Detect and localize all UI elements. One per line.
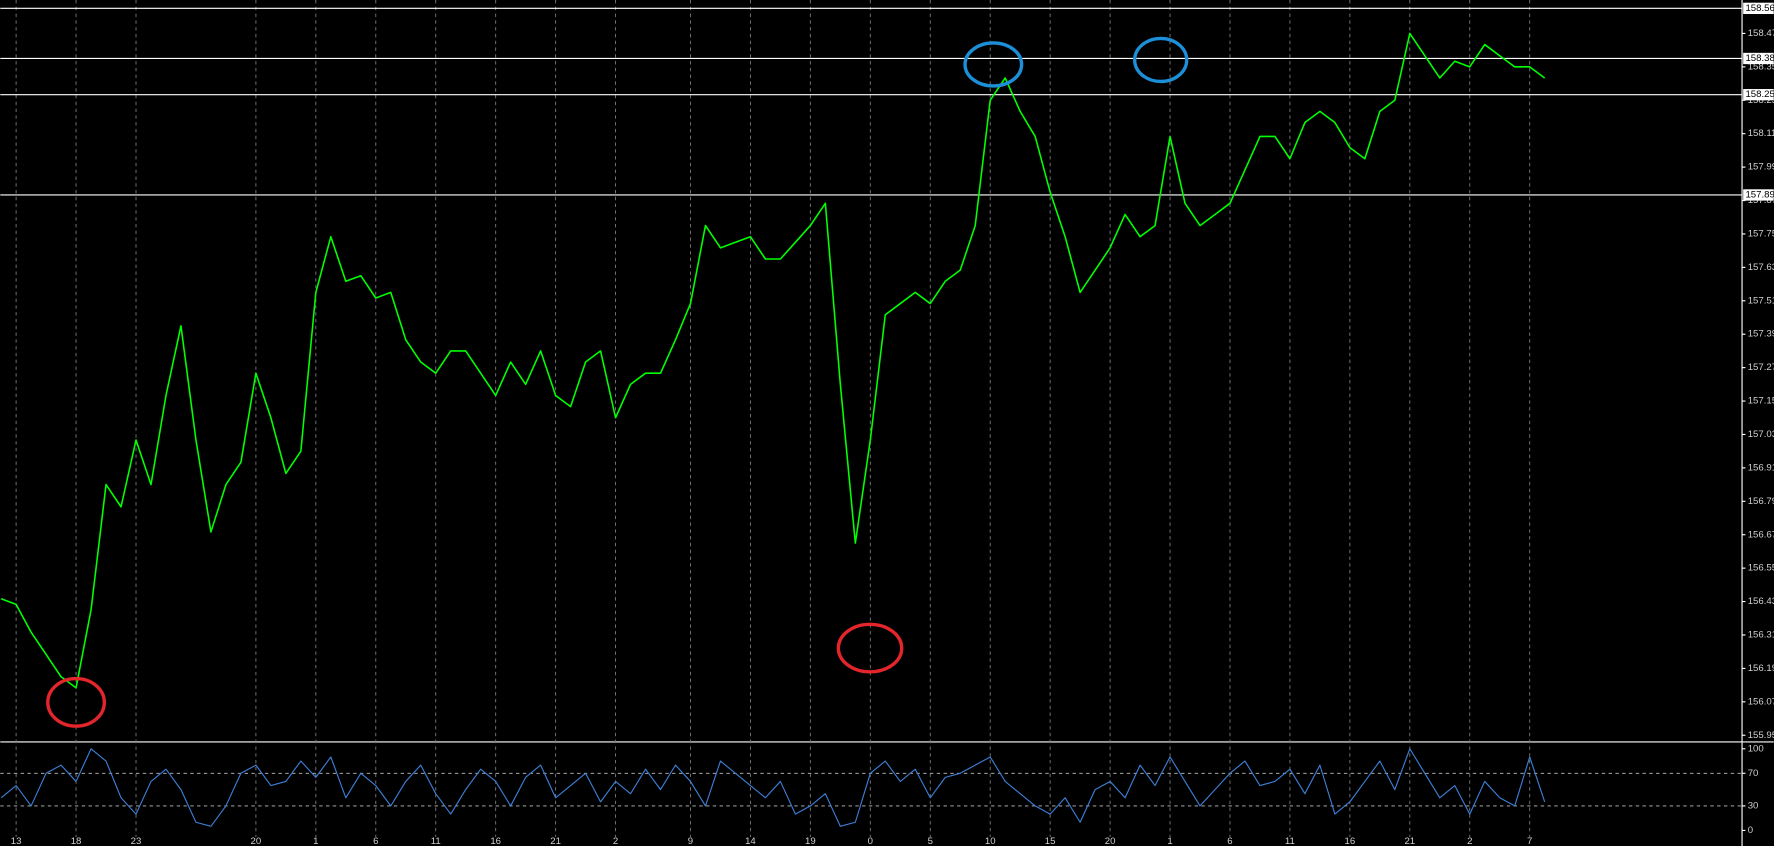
y-tick-label: 156.07 <box>1748 696 1774 707</box>
y-tick-label: 156.79 <box>1748 496 1774 507</box>
price-label-box <box>1743 89 1774 101</box>
x-tick-label: 18 <box>71 836 82 846</box>
x-tick-label: 16 <box>490 836 501 846</box>
y-tick-label: 157.27 <box>1748 362 1774 373</box>
x-tick-label: 2 <box>1467 836 1472 846</box>
x-tick-label: 10 <box>985 836 996 846</box>
y-tick-label: 157.39 <box>1748 329 1774 340</box>
y-tick-label: 0 <box>1748 825 1753 836</box>
y-tick-label: 156.55 <box>1748 563 1774 574</box>
x-tick-label: 15 <box>1045 836 1056 846</box>
x-tick-label: 16 <box>1345 836 1356 846</box>
y-tick-label: 157.15 <box>1748 396 1774 407</box>
y-tick-label: 157.75 <box>1748 228 1774 239</box>
y-tick-label: 156.91 <box>1748 462 1774 473</box>
y-tick-label: 30 <box>1748 800 1759 811</box>
x-tick-label: 21 <box>550 836 561 846</box>
y-tick-label: 158.47 <box>1748 28 1774 39</box>
x-tick-label: 20 <box>251 836 262 846</box>
series-line <box>0 32 1546 689</box>
low-marker <box>836 622 904 674</box>
y-tick-label: 158.11 <box>1748 128 1774 139</box>
y-tick-label: 155.95 <box>1748 730 1774 741</box>
x-tick-label: 5 <box>928 836 933 846</box>
y-tick-label: 157.03 <box>1748 429 1774 440</box>
x-tick-label: 19 <box>805 836 816 846</box>
x-tick-label: 20 <box>1105 836 1116 846</box>
price-line-label: 158.56 <box>1745 3 1774 14</box>
x-tick-label: 0 <box>868 836 873 846</box>
y-tick-label: 157.99 <box>1748 162 1774 173</box>
series-line <box>0 748 1546 827</box>
y-tick-label: 100 <box>1748 743 1764 754</box>
y-tick-label: 157.63 <box>1748 262 1774 273</box>
price-line-label: 158.25 <box>1745 89 1774 100</box>
x-tick-label: 6 <box>1227 836 1232 846</box>
y-tick-label: 158.35 <box>1748 61 1774 72</box>
price-label-box <box>1743 52 1774 65</box>
x-tick-label: 9 <box>688 836 693 846</box>
x-tick-label: 13 <box>11 836 22 846</box>
high-marker <box>963 41 1024 88</box>
x-tick-label: 14 <box>745 836 756 846</box>
x-tick-label: 21 <box>1404 836 1415 846</box>
x-tick-label: 11 <box>431 836 441 846</box>
y-tick-label: 156.67 <box>1748 529 1774 540</box>
y-tick-label: 156.31 <box>1748 630 1774 641</box>
x-tick-label: 6 <box>373 836 378 846</box>
x-tick-label: 2 <box>613 836 618 846</box>
x-tick-label: 7 <box>1527 836 1532 846</box>
x-tick-label: 11 <box>1285 836 1295 846</box>
y-tick-label: 157.51 <box>1748 295 1774 306</box>
y-tick-label: 70 <box>1748 768 1759 779</box>
x-tick-label: 23 <box>131 836 142 846</box>
price-label-box <box>1743 2 1774 15</box>
y-tick-label: 156.19 <box>1748 663 1774 674</box>
y-tick-label: 156.43 <box>1748 596 1774 607</box>
price-line-label: 158.38 <box>1745 53 1774 64</box>
high-marker <box>1132 36 1189 84</box>
price-label-box <box>1743 189 1774 201</box>
x-tick-label: 1 <box>1167 836 1172 846</box>
price-line-label: 157.89 <box>1745 189 1774 200</box>
low-marker <box>46 676 107 728</box>
x-tick-label: 1 <box>313 836 318 846</box>
